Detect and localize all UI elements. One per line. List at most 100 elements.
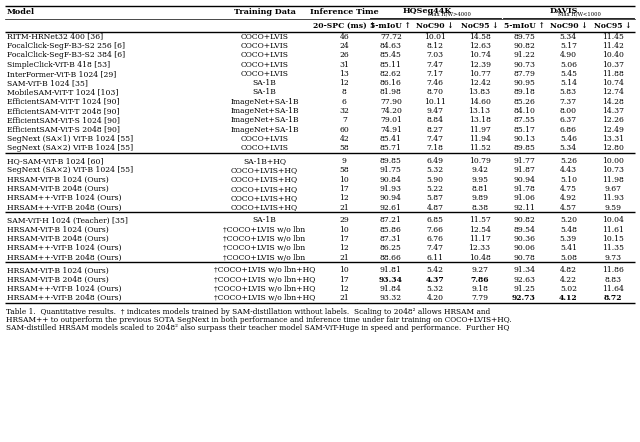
Text: 93.32: 93.32 [380,294,402,302]
Text: †COCO+LVIS w/o lbn: †COCO+LVIS w/o lbn [223,235,306,243]
Text: 5.42: 5.42 [427,267,444,274]
Text: SAM-ViT-B 1024 [35]: SAM-ViT-B 1024 [35] [7,79,88,87]
Text: 90.94: 90.94 [513,175,535,183]
Text: 85.41: 85.41 [380,135,402,143]
Text: 4.22: 4.22 [560,276,577,284]
Text: 12.42: 12.42 [468,79,491,87]
Text: 7.37: 7.37 [560,98,577,106]
Text: 8.81: 8.81 [471,185,488,193]
Text: 5-mIoU ↑: 5-mIoU ↑ [371,22,412,30]
Text: 12.39: 12.39 [468,61,491,69]
Text: COCO+LVIS: COCO+LVIS [241,33,289,41]
Text: 88.66: 88.66 [380,254,402,262]
Text: 90.73: 90.73 [513,61,535,69]
Text: 7.17: 7.17 [427,70,444,78]
Text: 89.85: 89.85 [380,157,402,165]
Text: 11.94: 11.94 [468,135,491,143]
Text: 5.32: 5.32 [427,166,444,174]
Text: 85.71: 85.71 [380,144,402,152]
Text: 11.86: 11.86 [602,267,624,274]
Text: 4.20: 4.20 [427,294,444,302]
Text: 10.15: 10.15 [602,235,624,243]
Text: 11.98: 11.98 [602,175,624,183]
Text: 5.41: 5.41 [560,244,577,252]
Text: 85.45: 85.45 [380,51,402,59]
Text: 5.26: 5.26 [560,157,577,165]
Text: 12.63: 12.63 [468,42,491,50]
Text: †COCO+LVIS w/o lbn: †COCO+LVIS w/o lbn [223,244,306,252]
Text: 17: 17 [339,185,349,193]
Text: 10.79: 10.79 [468,157,491,165]
Text: 14.37: 14.37 [602,107,624,115]
Text: SimpleClick-ViT-B 418 [53]: SimpleClick-ViT-B 418 [53] [7,61,110,69]
Text: 92.61: 92.61 [380,204,402,212]
Text: HRSAM++-ViT-B 1024 (Ours): HRSAM++-ViT-B 1024 (Ours) [7,244,122,252]
Text: SAM-ViT-H 1024 (Teacher) [35]: SAM-ViT-H 1024 (Teacher) [35] [7,216,128,225]
Text: 42: 42 [339,135,349,143]
Text: 6.76: 6.76 [427,235,444,243]
Text: ImageNet+SA-1B: ImageNet+SA-1B [230,98,299,106]
Text: Model: Model [7,8,35,16]
Text: 9.47: 9.47 [427,107,444,115]
Text: SA-1B: SA-1B [253,216,276,225]
Text: 90.36: 90.36 [513,235,535,243]
Text: RITM-HRNet32 400 [36]: RITM-HRNet32 400 [36] [7,33,103,41]
Text: COCO+LVIS+HQ: COCO+LVIS+HQ [231,194,298,202]
Text: HRSAM++ to outperform the previous SOTA SegNext in both performance and inferenc: HRSAM++ to outperform the previous SOTA … [6,316,511,324]
Text: COCO+LVIS: COCO+LVIS [241,70,289,78]
Text: 4.12: 4.12 [559,294,578,302]
Text: 9.67: 9.67 [604,185,621,193]
Text: 10: 10 [339,226,349,234]
Text: 90.84: 90.84 [380,175,402,183]
Text: EfficientSAM-ViT-T 1024 [90]: EfficientSAM-ViT-T 1024 [90] [7,98,120,106]
Text: COCO+LVIS+HQ: COCO+LVIS+HQ [231,166,298,174]
Text: 90.06: 90.06 [513,244,535,252]
Text: 87.31: 87.31 [380,235,402,243]
Text: HRSAM++-ViT-B 2048 (Ours): HRSAM++-ViT-B 2048 (Ours) [7,204,122,212]
Text: 6: 6 [342,98,347,106]
Text: FocalClick-SegF-B3-S2 384 [6]: FocalClick-SegF-B3-S2 384 [6] [7,51,125,59]
Text: 12.54: 12.54 [468,226,491,234]
Text: FocalClick-SegF-B3-S2 256 [6]: FocalClick-SegF-B3-S2 256 [6] [7,42,125,50]
Text: 11.17: 11.17 [468,235,491,243]
Text: HRSAM++-ViT-B 2048 (Ours): HRSAM++-ViT-B 2048 (Ours) [7,294,122,302]
Text: 46: 46 [339,33,349,41]
Text: 4.92: 4.92 [560,194,577,202]
Text: †COCO+LVIS w/o lbn: †COCO+LVIS w/o lbn [223,254,306,262]
Text: HRSAM-ViT-B 2048 (Ours): HRSAM-ViT-B 2048 (Ours) [7,276,109,284]
Text: 9: 9 [342,157,347,165]
Text: 10.00: 10.00 [602,157,624,165]
Text: 26: 26 [339,51,349,59]
Text: 91.93: 91.93 [380,185,402,193]
Text: 5.02: 5.02 [560,285,577,293]
Text: 12.49: 12.49 [602,126,624,133]
Text: †COCO+LVIS w/o lbn: †COCO+LVIS w/o lbn [223,226,306,234]
Text: 11.52: 11.52 [468,144,491,152]
Text: MobileSAM-ViT-T 1024 [103]: MobileSAM-ViT-T 1024 [103] [7,88,118,96]
Text: 32: 32 [339,107,349,115]
Text: 11.35: 11.35 [602,244,624,252]
Text: 5.17: 5.17 [560,42,577,50]
Text: 85.26: 85.26 [513,98,535,106]
Text: 8.00: 8.00 [560,107,577,115]
Text: 58: 58 [339,166,349,174]
Text: 11.42: 11.42 [602,42,624,50]
Text: 87.55: 87.55 [513,116,535,124]
Text: 11.97: 11.97 [468,126,491,133]
Text: 91.84: 91.84 [380,285,402,293]
Text: 10.01: 10.01 [424,33,446,41]
Text: SA-1B: SA-1B [253,79,276,87]
Text: 90.95: 90.95 [513,79,535,87]
Text: 29: 29 [339,216,349,225]
Text: 13.31: 13.31 [602,135,624,143]
Text: 11.93: 11.93 [602,194,624,202]
Text: 11.88: 11.88 [602,70,624,78]
Text: COCO+LVIS: COCO+LVIS [241,61,289,69]
Text: Table 1.  Quantitative results.  † indicates models trained by SAM-distillation : Table 1. Quantitative results. † indicat… [6,308,490,316]
Text: COCO+LVIS: COCO+LVIS [241,51,289,59]
Text: 14.60: 14.60 [468,98,491,106]
Text: HRSAM++-ViT-B 1024 (Ours): HRSAM++-ViT-B 1024 (Ours) [7,285,122,293]
Text: 7: 7 [342,116,347,124]
Text: COCO+LVIS+HQ: COCO+LVIS+HQ [231,204,298,212]
Text: EfficientSAM-ViT-T 2048 [90]: EfficientSAM-ViT-T 2048 [90] [7,107,120,115]
